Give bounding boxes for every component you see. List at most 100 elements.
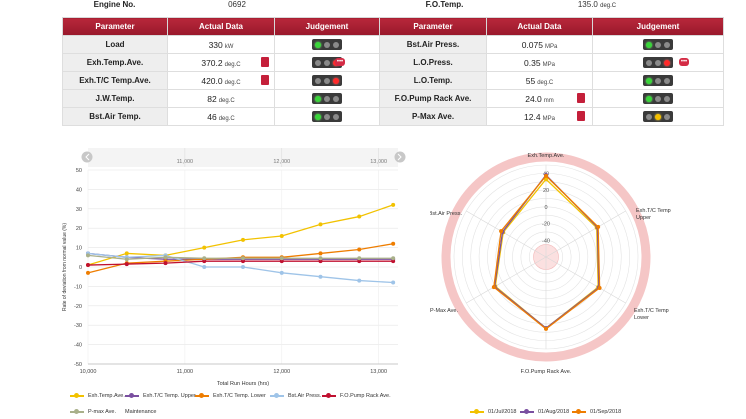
legend-item[interactable]: Exh.T/C Temp. Upper	[125, 393, 196, 399]
data-point[interactable]	[86, 253, 90, 258]
navigator-strip[interactable]	[88, 148, 398, 167]
scroll-right-icon[interactable]	[394, 151, 406, 163]
data-point[interactable]	[163, 255, 168, 260]
param-row: L.O.Temp. 55 deg.C	[379, 71, 724, 90]
signal-light-icon	[643, 57, 673, 68]
data-point[interactable]	[357, 247, 362, 252]
y-tick-label: 10	[76, 246, 82, 252]
data-point[interactable]	[163, 261, 168, 266]
param-value-cell: 12.4 MPa	[486, 107, 593, 126]
data-point[interactable]	[279, 259, 284, 264]
data-point[interactable]	[202, 245, 207, 250]
data-point[interactable]	[318, 259, 323, 264]
data-point[interactable]	[241, 259, 245, 264]
data-point[interactable]	[318, 274, 323, 279]
radar-point[interactable]	[499, 229, 504, 234]
data-point[interactable]	[124, 251, 129, 256]
judgement-cell: •••	[592, 53, 724, 72]
radar-point[interactable]	[597, 285, 602, 290]
param-name: F.O.Pump Rack Ave.	[379, 89, 487, 108]
radar-point[interactable]	[491, 285, 496, 290]
signal-lamp	[663, 113, 670, 120]
engine-info-bar: Engine No. 0692 F.O.Temp. 135.0 deg.C	[62, 0, 723, 9]
judgement-cell	[592, 107, 724, 126]
data-point[interactable]	[86, 263, 90, 268]
data-point[interactable]	[241, 237, 245, 242]
param-unit: deg.C	[218, 115, 235, 122]
legend-item[interactable]: Exh.T/C Temp. Lower	[195, 393, 266, 399]
legend-swatch	[195, 393, 209, 398]
signal-lamp	[646, 113, 653, 120]
param-name: Bst.Air Temp.	[62, 107, 168, 126]
legend-swatch	[270, 393, 284, 398]
legend-item[interactable]: Exh.Temp.Ave.	[70, 393, 125, 399]
radar-point[interactable]	[596, 224, 601, 229]
signal-lamp	[654, 59, 661, 66]
data-point[interactable]	[241, 256, 245, 261]
legend-item[interactable]: Maintenance	[125, 409, 157, 415]
param-value-cell: 370.2 deg.C	[167, 53, 275, 72]
param-name: L.O.Press.	[379, 53, 487, 72]
judgement-cell: •••	[274, 53, 380, 72]
radar-point[interactable]	[544, 173, 548, 178]
alarm-history-button[interactable]	[261, 57, 269, 67]
signal-lamp	[663, 41, 670, 48]
data-point[interactable]	[357, 259, 362, 264]
legend-item[interactable]: 01/Jul/2018	[470, 409, 516, 415]
fo-temp-label: F.O.Temp.	[425, 0, 464, 9]
legend-item[interactable]: P-max Ave.	[70, 409, 116, 415]
data-point[interactable]	[318, 256, 323, 261]
data-point[interactable]	[124, 257, 129, 262]
data-point[interactable]	[86, 270, 90, 275]
legend-item[interactable]: 01/Aug/2018	[520, 409, 569, 415]
y-tick-label: -40	[74, 343, 82, 349]
alarm-history-button[interactable]	[577, 111, 585, 121]
series-exh-t-c-temp-upper	[86, 251, 396, 262]
data-point[interactable]	[357, 278, 362, 283]
data-point[interactable]	[241, 265, 245, 269]
engine-no-label: Engine No.	[93, 0, 136, 9]
col-parameter: Parameter	[62, 17, 168, 36]
data-point[interactable]	[279, 233, 284, 238]
radar-axis-label: Exh.Temp.Ave.	[528, 153, 565, 159]
data-point[interactable]	[279, 256, 284, 261]
data-point[interactable]	[202, 256, 207, 261]
comment-bubble-icon[interactable]: •••	[335, 58, 345, 66]
data-point[interactable]	[391, 259, 396, 264]
scroll-left-icon[interactable]	[81, 151, 93, 163]
data-point[interactable]	[202, 265, 207, 269]
legend-label: 01/Sep/2018	[590, 409, 622, 415]
param-value-cell: 420.0 deg.C	[167, 71, 275, 90]
radar-point[interactable]	[544, 177, 548, 182]
param-name: Exh.T/C Temp.Ave.	[62, 71, 168, 90]
data-point[interactable]	[318, 251, 323, 256]
legend-label: Maintenance	[125, 409, 157, 415]
legend-item[interactable]: Bst.Air Press.	[270, 393, 321, 399]
radar-point[interactable]	[544, 326, 548, 331]
alarm-history-button[interactable]	[261, 75, 269, 85]
param-row: F.O.Pump Rack Ave. 24.0 mm	[379, 89, 724, 108]
data-point[interactable]	[357, 214, 362, 219]
data-point[interactable]	[391, 202, 396, 207]
series-line	[87, 204, 394, 266]
data-point[interactable]	[391, 256, 396, 261]
data-point[interactable]	[391, 241, 396, 246]
data-point[interactable]	[391, 280, 396, 285]
col-judgement: Judgement	[592, 17, 724, 36]
data-point[interactable]	[279, 270, 284, 275]
data-point[interactable]	[318, 222, 323, 227]
legend-swatch	[572, 409, 586, 414]
col-actual-data: Actual Data	[167, 17, 275, 36]
signal-lamp	[315, 113, 322, 120]
legend-item[interactable]: F.O.Pump Rack Ave.	[322, 393, 391, 399]
legend-item[interactable]: 01/Sep/2018	[572, 409, 621, 415]
alarm-history-button[interactable]	[577, 93, 585, 103]
x-tick-label: 12,000	[273, 369, 290, 375]
data-point[interactable]	[202, 259, 207, 264]
radar-axis-label: Exh.T/C Temp	[636, 208, 671, 214]
data-point[interactable]	[357, 256, 362, 261]
signal-lamp	[332, 77, 339, 84]
comment-bubble-icon[interactable]: •••	[679, 58, 689, 66]
data-point[interactable]	[124, 262, 129, 267]
